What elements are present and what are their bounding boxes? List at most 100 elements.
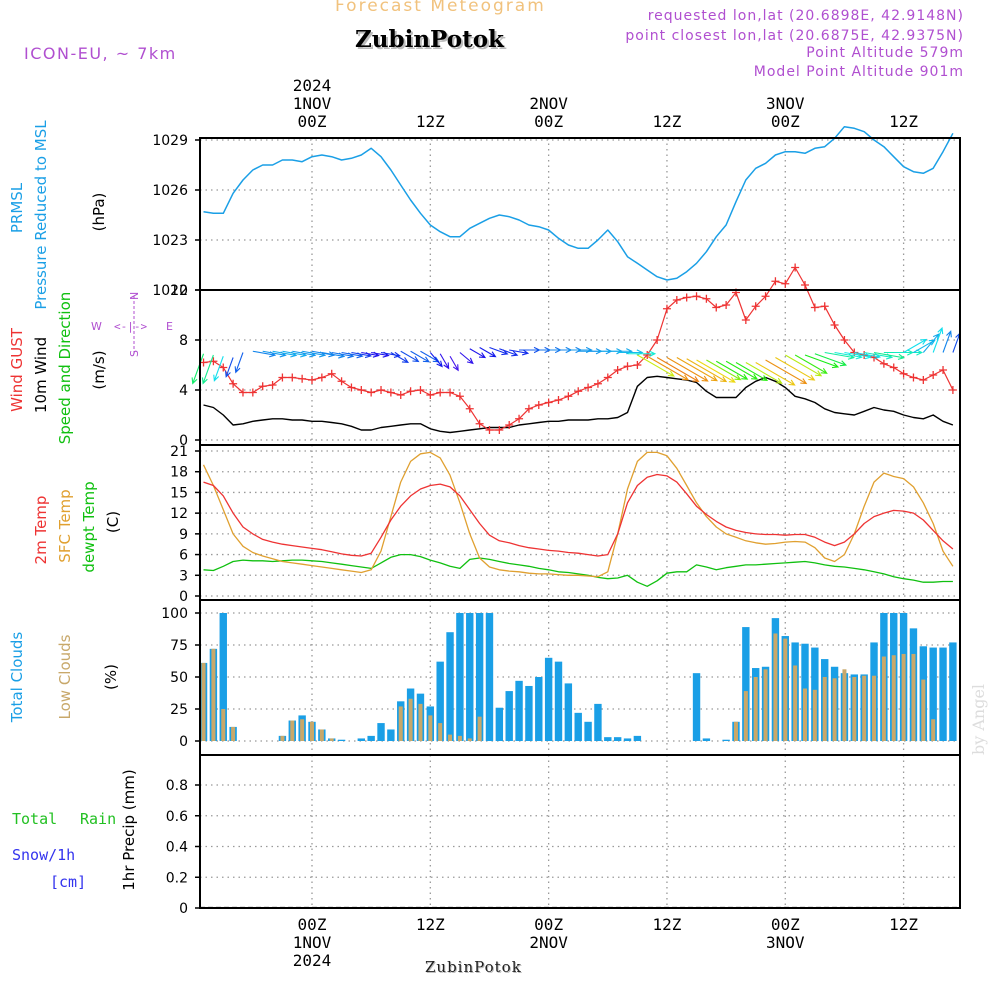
label-precip: 1hr Precip (mm) xyxy=(120,769,138,890)
gust-marker xyxy=(357,386,366,394)
gust-marker xyxy=(712,303,721,312)
low-cloud-bar xyxy=(891,655,896,741)
wind-direction-arrow xyxy=(735,362,769,382)
total-cloud-bar xyxy=(574,712,582,741)
gust-marker xyxy=(238,388,247,397)
wind-direction-arrow xyxy=(646,355,690,381)
gust-marker xyxy=(574,387,583,396)
wind-direction-arrow xyxy=(201,354,214,385)
low-cloud-bar xyxy=(773,633,778,741)
ytick-0-2: 1026 xyxy=(152,183,188,199)
gust-marker xyxy=(268,381,277,389)
total-cloud-bar xyxy=(387,729,395,741)
time-label-bottom-0-2: 2024 xyxy=(293,951,332,970)
wind-direction-arrow xyxy=(745,362,783,384)
label-wind-gust: Wind GUST xyxy=(8,327,26,412)
label-sfc-temp: SFC Temp xyxy=(56,489,74,562)
low-cloud-bar xyxy=(290,720,295,741)
low-cloud-bar xyxy=(221,709,226,741)
low-cloud-bar xyxy=(418,703,423,741)
total-cloud-bar xyxy=(475,613,484,741)
label-speed-direction: Speed and Direction xyxy=(56,292,74,445)
gust-marker xyxy=(593,379,602,388)
low-cloud-bar xyxy=(733,721,738,741)
low-cloud-bar xyxy=(310,721,314,741)
label-prmsl: PRMSL xyxy=(8,182,26,233)
total-cloud-bar xyxy=(623,738,632,741)
label-percent: (%) xyxy=(102,664,120,690)
wind-direction-arrow xyxy=(755,362,796,386)
compass-n: N xyxy=(128,292,141,300)
total-cloud-bar xyxy=(939,647,947,741)
wind-direction-arrow xyxy=(509,349,530,356)
gust-marker xyxy=(791,263,800,272)
low-cloud-bar xyxy=(438,723,443,741)
time-label-bottom-2-0: 00Z xyxy=(534,915,563,934)
total-cloud-bar xyxy=(485,613,494,741)
ytick-2-7: 21 xyxy=(170,444,188,460)
time-label-top-0-1: 1NOV xyxy=(293,94,332,113)
wind-direction-arrow xyxy=(449,355,459,372)
gust-marker xyxy=(692,292,701,301)
gust-marker xyxy=(465,404,474,413)
gust-marker xyxy=(229,379,238,388)
gust-marker xyxy=(781,279,790,288)
wind-direction-arrow xyxy=(637,354,675,377)
gust-marker xyxy=(771,277,780,286)
time-label-top-2-1: 00Z xyxy=(534,112,563,131)
wind-direction-arrow xyxy=(686,358,728,383)
total-cloud-bar xyxy=(544,657,553,741)
wind-direction-arrow xyxy=(706,359,742,381)
time-label-bottom-2-1: 2NOV xyxy=(529,933,568,952)
label-2m-temp: 2m Temp xyxy=(32,496,50,565)
total-cloud-bar xyxy=(525,685,533,741)
gust-marker xyxy=(505,421,514,429)
compass-rose: <-|-> xyxy=(114,320,147,333)
low-cloud-bar xyxy=(812,689,817,741)
gust-marker xyxy=(554,396,563,404)
label-layer: 1020102310261029048120369121518210255075… xyxy=(8,76,918,970)
label-10m-wind: 10m Wind xyxy=(32,337,50,413)
total-cloud-bar xyxy=(742,627,750,741)
gust-marker xyxy=(367,388,376,397)
time-label-bottom-0-0: 00Z xyxy=(298,915,327,934)
gust-marker xyxy=(830,321,839,329)
time-label-top-1-0: 12Z xyxy=(416,112,445,131)
point-altitude: Point Altitude 579m xyxy=(806,45,964,61)
wind-direction-arrow xyxy=(922,333,940,353)
time-label-top-4-1: 00Z xyxy=(771,112,800,131)
time-label-top-3-0: 12Z xyxy=(653,112,682,131)
gust-marker xyxy=(643,351,652,359)
total-cloud-bar xyxy=(456,613,464,741)
label-ms: (m/s) xyxy=(90,350,108,389)
wind-direction-arrow xyxy=(804,354,840,369)
gust-marker xyxy=(682,293,691,302)
total-cloud-bar xyxy=(633,735,642,741)
wind-direction-arrow xyxy=(479,347,497,358)
time-label-bottom-3-0: 12Z xyxy=(653,915,682,934)
gust-marker xyxy=(298,374,307,383)
gust-marker xyxy=(929,371,938,379)
gust-marker xyxy=(948,386,957,394)
gust-marker xyxy=(584,383,593,392)
gust-marker xyxy=(278,373,287,382)
total-cloud-bar xyxy=(515,680,523,741)
low-cloud-bar xyxy=(931,719,936,741)
ytick-3-4: 100 xyxy=(161,606,188,622)
ytick-3-2: 50 xyxy=(170,670,188,686)
low-cloud-bar xyxy=(457,735,462,741)
footer-station-name: ZubinPotok xyxy=(425,958,522,976)
ytick-4-4: 0.8 xyxy=(166,778,188,794)
pressure-line xyxy=(203,125,954,281)
grid-layer xyxy=(200,138,960,908)
low-cloud-bar xyxy=(921,679,926,741)
gust-marker xyxy=(495,426,504,434)
gust-marker xyxy=(751,302,760,311)
wind-direction-arrow xyxy=(439,353,450,370)
label-total: Total xyxy=(12,810,57,828)
gust-marker xyxy=(672,296,681,304)
dewpoint-line xyxy=(203,553,953,587)
gust-marker xyxy=(317,373,326,382)
total-cloud-bar xyxy=(436,661,444,741)
gust-marker xyxy=(544,398,553,407)
